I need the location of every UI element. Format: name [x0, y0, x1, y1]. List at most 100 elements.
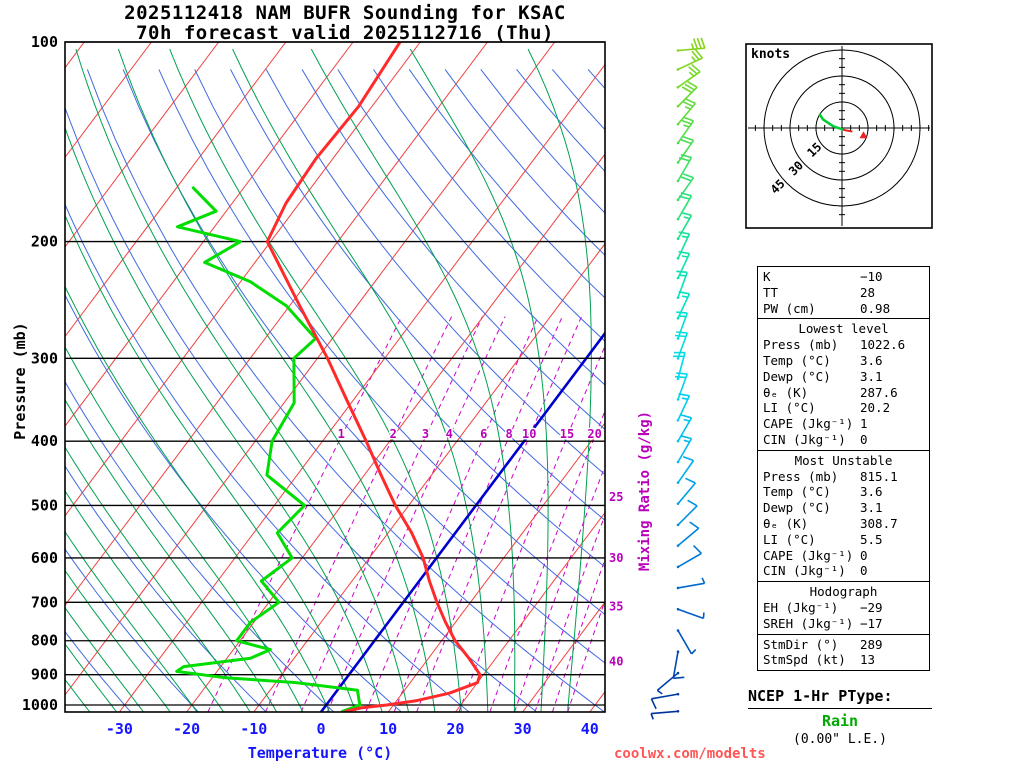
wind-barb	[650, 692, 680, 710]
stat-row: Press (mb) 1022.6	[758, 337, 929, 353]
stat-row: K −10	[758, 269, 929, 285]
stat-row: Temp (°C) 3.6	[758, 353, 929, 369]
stat-value: 0	[860, 563, 868, 579]
stat-value: 1022.6	[860, 337, 906, 353]
temperature-profile-line	[265, 42, 482, 712]
stat-value: 3.1	[860, 500, 883, 516]
pressure-tick-label: 100	[31, 33, 58, 51]
pressure-tick-label: 600	[31, 549, 58, 567]
stat-value: 287.6	[860, 384, 898, 400]
temperature-tick-label: -20	[173, 720, 200, 738]
moist-adiabats-group	[65, 48, 592, 712]
stat-label: StmDir (°)	[763, 636, 839, 652]
dewpoint-profile-line	[175, 186, 362, 712]
wind-barb	[676, 291, 691, 320]
storm-motion-marker	[859, 131, 868, 139]
wind-barb	[676, 499, 698, 527]
stat-label: Dewp (°C)	[763, 500, 831, 516]
stats-divider	[758, 318, 929, 320]
wind-barb	[676, 435, 693, 464]
stat-row: CAPE (Jkg⁻¹) 0	[758, 548, 929, 564]
temperature-tick-label: -10	[240, 720, 267, 738]
sounding-profiles-group	[175, 42, 482, 712]
temperature-tick-label: 10	[379, 720, 397, 738]
wind-barb	[676, 270, 688, 299]
wind-barb	[676, 211, 693, 240]
stat-row: CAPE (Jkg⁻¹) 1	[758, 416, 929, 432]
wind-barb	[676, 545, 702, 569]
wind-barb	[676, 607, 705, 620]
stat-row: StmSpd (kt) 13	[758, 652, 929, 668]
stat-row: CIN (Jkg⁻¹) 0	[758, 563, 929, 579]
hodograph-units-label: knots	[751, 47, 791, 62]
stat-value: 308.7	[860, 515, 898, 531]
stat-label: CIN (Jkg⁻¹)	[763, 563, 846, 579]
stat-value: −17	[860, 615, 883, 631]
stat-value: −29	[860, 599, 883, 615]
stat-value: 20.2	[860, 400, 891, 416]
wind-barb	[676, 456, 695, 484]
wind-barb	[676, 477, 697, 505]
wind-barb	[673, 351, 686, 381]
stat-row: Temp (°C) 3.6	[758, 484, 929, 500]
stat-label: θₑ (K)	[763, 515, 809, 531]
wind-barb	[676, 577, 706, 590]
pressure-tick-label: 900	[31, 666, 58, 684]
stats-divider	[758, 449, 929, 451]
temperature-tick-label: 40	[581, 720, 599, 738]
mixing-ratio-label: 20	[587, 427, 601, 441]
wind-barb	[656, 671, 680, 695]
stats-divider	[758, 581, 929, 583]
pressure-tick-label: 400	[31, 432, 58, 450]
wind-barb	[676, 521, 700, 547]
mixing-ratio-label: 3	[422, 427, 429, 441]
stat-row: LI (°C) 5.5	[758, 532, 929, 548]
stat-label: CAPE (Jkg⁻¹)	[763, 416, 854, 432]
temperature-axis-label: Temperature (°C)	[247, 744, 393, 762]
plot-border	[64, 41, 606, 713]
wind-barb	[676, 311, 688, 340]
temperature-tick-label: 0	[316, 720, 325, 738]
stat-label: θₑ (K)	[763, 384, 809, 400]
wind-barb	[672, 650, 685, 680]
stat-row: θₑ (K) 287.6	[758, 385, 929, 401]
stat-label: EH (Jkg⁻¹)	[763, 599, 839, 615]
stat-row: θₑ (K) 308.7	[758, 516, 929, 532]
stat-row: EH (Jkg⁻¹) −29	[758, 600, 929, 616]
stat-row: PW (cm) 0.98	[758, 301, 929, 317]
stat-row: Dewp (°C) 3.1	[758, 369, 929, 385]
mixing-ratio-axis-label: Mixing Ratio (g/kg)	[637, 410, 653, 572]
wind-barb	[676, 153, 693, 183]
stat-value: 13	[860, 652, 876, 668]
stats-section-header: Most Unstable	[794, 452, 893, 468]
mixing-ratio-label: 6	[480, 427, 487, 441]
pressure-axis-label: Pressure (mb)	[11, 322, 29, 440]
pressure-tick-label: 1000	[22, 696, 58, 714]
stat-value: 1	[860, 416, 868, 432]
mixing-ratio-lines-group	[207, 316, 605, 712]
stat-row: TT 28	[758, 285, 929, 301]
stat-label: Press (mb)	[763, 468, 839, 484]
wind-barb	[674, 331, 688, 360]
ptype-title: NCEP 1-Hr PType:	[748, 687, 932, 709]
mixing-ratio-label: 10	[522, 427, 536, 441]
mixing-ratio-label: 15	[560, 427, 574, 441]
stat-value: 3.1	[860, 368, 883, 384]
wind-barb	[650, 709, 680, 720]
stat-label: Dewp (°C)	[763, 368, 831, 384]
stat-label: TT	[763, 284, 779, 300]
wind-barb	[676, 231, 691, 260]
wind-barb	[676, 37, 706, 52]
stat-row: StmDir (°) 289	[758, 637, 929, 653]
mixing-ratio-edge-label: 30	[609, 551, 623, 565]
wind-barb	[676, 63, 701, 89]
stat-label: StmSpd (kt)	[763, 652, 846, 668]
hodograph-border	[745, 43, 933, 229]
stats-section-header: Lowest level	[798, 321, 889, 337]
stat-label: LI (°C)	[763, 531, 816, 547]
pressure-tick-label: 500	[31, 496, 58, 514]
wind-barb	[674, 372, 688, 401]
